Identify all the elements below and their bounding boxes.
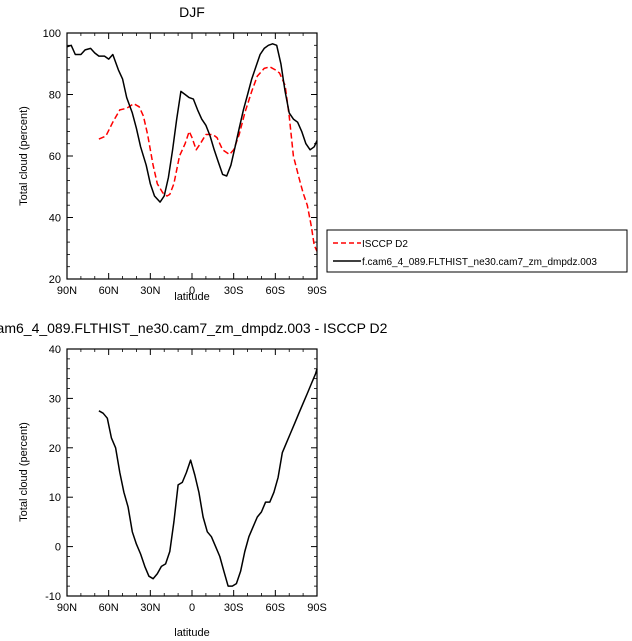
y-tick-label: 20 — [49, 443, 61, 455]
bottom-y-tick-labels: -10 0 10 20 30 40 — [45, 344, 61, 603]
bottom-chart-title: am6_4_089.FLTHIST_ne30.cam7_zm_dmpdz.003… — [0, 320, 388, 336]
x-tick-label: 60N — [99, 602, 119, 614]
x-tick-label: 90N — [57, 285, 77, 297]
y-tick-label: 40 — [49, 344, 61, 356]
bottom-x-tick-labels: 90N 60N 30N 0 30S 60S 90S — [57, 602, 327, 614]
series-line-isccp-d2 — [98, 66, 318, 252]
y-tick-label: -10 — [45, 591, 61, 603]
top-y-axis-label: Total cloud (percent) — [18, 106, 30, 206]
series-line-model — [66, 43, 318, 203]
bottom-panel: am6_4_089.FLTHIST_ne30.cam7_zm_dmpdz.003… — [0, 320, 388, 639]
top-x-tick-labels: 90N 60N 30N 0 30S 60S 90S — [57, 285, 327, 297]
top-x-axis-label: latitude — [174, 291, 209, 303]
y-tick-label: 30 — [49, 393, 61, 405]
x-tick-label: 30N — [140, 285, 160, 297]
series-line-difference — [98, 368, 318, 587]
legend-label-model: f.cam6_4_089.FLTHIST_ne30.cam7_zm_dmpdz.… — [362, 257, 597, 268]
x-tick-label: 90S — [307, 285, 327, 297]
x-tick-label: 60N — [99, 285, 119, 297]
x-tick-label: 30S — [224, 285, 244, 297]
y-tick-label: 60 — [49, 151, 61, 163]
x-tick-label: 30N — [140, 602, 160, 614]
top-plot-frame — [66, 32, 318, 280]
y-tick-label: 100 — [43, 28, 61, 40]
top-tick-marks — [66, 32, 318, 280]
top-chart-title: DJF — [179, 4, 205, 20]
top-y-tick-labels: 20 40 60 80 100 — [43, 28, 61, 286]
y-tick-label: 40 — [49, 213, 61, 225]
y-tick-label: 10 — [49, 492, 61, 504]
top-series-lines — [66, 43, 318, 252]
x-tick-label: 60S — [266, 285, 286, 297]
x-tick-label: 90S — [307, 602, 327, 614]
bottom-series-lines — [98, 368, 318, 587]
legend-label-isccp: ISCCP D2 — [362, 239, 408, 250]
y-tick-label: 80 — [49, 90, 61, 102]
x-tick-label: 0 — [189, 602, 195, 614]
bottom-x-axis-label: latitude — [174, 627, 209, 639]
top-panel: DJF 20 40 60 80 100 90N 60N 30N 0 30S 60S 90S lati… — [18, 4, 327, 303]
y-tick-label: 0 — [55, 542, 61, 554]
legend-box — [326, 229, 628, 273]
legend: ISCCP D2 f.cam6_4_089.FLTHIST_ne30.cam7_… — [326, 229, 628, 273]
bottom-plot-frame — [66, 348, 318, 597]
x-tick-label: 30S — [224, 602, 244, 614]
bottom-y-axis-label: Total cloud (percent) — [18, 422, 30, 522]
x-tick-label: 0 — [189, 285, 195, 297]
x-tick-label: 90N — [57, 602, 77, 614]
y-tick-label: 20 — [49, 274, 61, 286]
x-tick-label: 60S — [266, 602, 286, 614]
